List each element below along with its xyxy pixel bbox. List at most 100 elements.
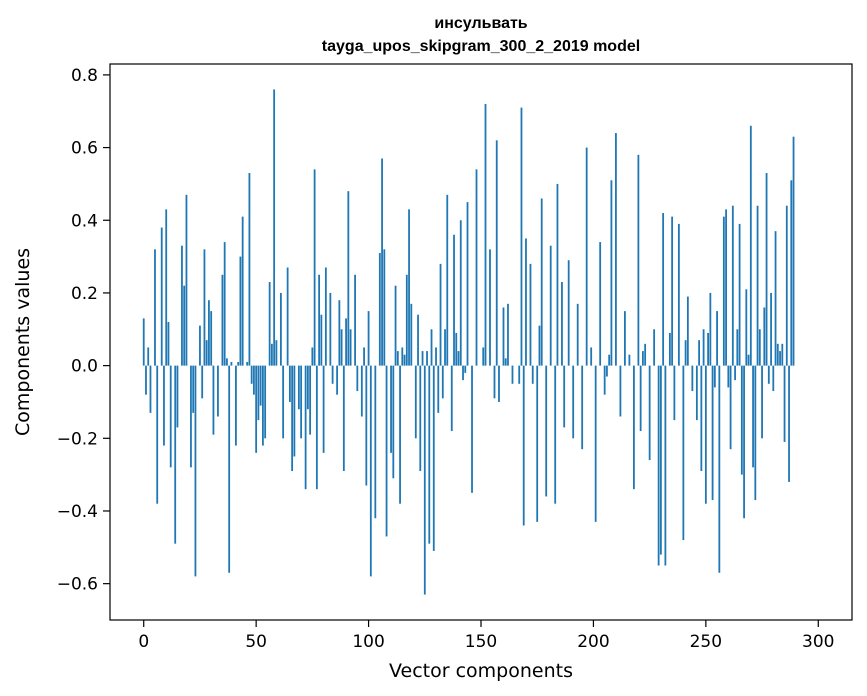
bar-component-148 — [475, 169, 478, 366]
bar-component-99 — [365, 365, 368, 486]
bar-component-167 — [518, 365, 521, 384]
bar-component-81 — [324, 267, 327, 366]
bar-component-87 — [338, 300, 341, 366]
bar-component-177 — [540, 198, 543, 366]
bar-component-162 — [507, 303, 509, 366]
bar-component-279 — [770, 292, 772, 366]
bar-component-50 — [255, 365, 258, 453]
bar-component-273 — [756, 205, 759, 366]
bar-component-230 — [659, 365, 662, 555]
bar-component-276 — [763, 307, 766, 366]
bar-component-261 — [729, 365, 732, 450]
bar-component-281 — [774, 231, 777, 366]
bar-component-154 — [489, 249, 491, 366]
bar-component-254 — [713, 365, 716, 388]
x-axis: 0 50 100 150 200 250 300 — [138, 620, 834, 652]
bar-component-277 — [765, 173, 768, 366]
bar-component-225 — [648, 365, 651, 461]
bar-component-288 — [790, 180, 793, 366]
x-tick-label: 0 — [138, 632, 149, 652]
bar-component-107 — [383, 249, 386, 366]
bar-component-207 — [608, 354, 611, 366]
bar-component-184 — [556, 183, 559, 366]
bar-component-275 — [761, 365, 763, 439]
bar-component-116 — [403, 354, 406, 366]
bar-component-212 — [619, 365, 622, 417]
bar-component-91 — [347, 191, 350, 366]
bar-component-271 — [752, 365, 754, 468]
x-tick-label: 150 — [465, 632, 497, 652]
bar-component-176 — [538, 325, 541, 366]
bar-component-193 — [576, 303, 579, 366]
bar-component-235 — [671, 216, 674, 366]
plot-frame — [109, 63, 853, 621]
bar-component-250 — [704, 365, 707, 504]
bar-component-158 — [498, 365, 500, 402]
bar-component-240 — [682, 365, 685, 541]
bar-component-130 — [435, 347, 437, 366]
bar-component-197 — [585, 147, 588, 366]
bar-component-1 — [145, 365, 147, 395]
bar-component-95 — [356, 365, 359, 392]
bar-component-66 — [291, 365, 294, 472]
bar-component-227 — [653, 329, 656, 366]
bar-component-98 — [363, 347, 365, 366]
bar-component-256 — [718, 365, 721, 573]
bar-component-253 — [711, 365, 714, 501]
bar-component-282 — [776, 343, 779, 366]
bar-component-64 — [286, 267, 289, 366]
bar-component-170 — [525, 238, 527, 366]
y-tick-label: −0.2 — [57, 429, 98, 449]
bar-component-199 — [590, 347, 593, 366]
bar-component-88 — [340, 329, 343, 366]
bar-component-168 — [520, 107, 523, 366]
bar-component-231 — [662, 212, 665, 366]
bar-component-31 — [212, 365, 215, 435]
bar-component-186 — [561, 282, 563, 366]
bar-component-126 — [426, 351, 428, 366]
chart-title: инсульвать — [434, 15, 527, 32]
bar-component-11 — [167, 322, 170, 366]
bar-component-62 — [282, 365, 285, 439]
bar-component-78 — [318, 274, 321, 366]
bar-component-157 — [495, 140, 498, 366]
bar-component-100 — [367, 311, 370, 366]
bar-component-53 — [262, 365, 264, 446]
bar-component-146 — [471, 365, 473, 493]
bar-component-10 — [165, 209, 168, 366]
bar-component-214 — [624, 311, 626, 366]
bar-component-86 — [336, 365, 338, 395]
bar-component-69 — [297, 365, 300, 410]
bar-component-137 — [450, 365, 453, 432]
bar-component-161 — [504, 358, 507, 366]
bar-component-274 — [758, 329, 761, 366]
bar-component-30 — [210, 311, 213, 366]
y-tick-label: 0.8 — [71, 66, 98, 86]
bar-component-258 — [722, 216, 725, 366]
y-tick-label: 0.0 — [71, 357, 98, 377]
bar-component-247 — [698, 340, 700, 366]
bar-component-133 — [441, 365, 444, 399]
bar-component-2 — [147, 347, 150, 366]
bar-component-208 — [610, 180, 613, 366]
bar-component-44 — [241, 216, 244, 366]
bar-component-267 — [743, 365, 745, 519]
bar-component-92 — [349, 329, 352, 366]
bar-component-35 — [221, 274, 224, 366]
bar-component-234 — [668, 332, 671, 366]
bar-component-26 — [201, 365, 204, 399]
bar-component-33 — [217, 365, 219, 417]
bar-component-42 — [237, 361, 240, 366]
bar-component-49 — [253, 365, 255, 395]
bar-component-236 — [673, 365, 676, 421]
bar-component-119 — [410, 303, 413, 366]
bar-component-139 — [455, 332, 458, 366]
bar-component-61 — [279, 292, 282, 366]
bar-component-76 — [313, 169, 316, 366]
bar-component-232 — [664, 365, 667, 566]
bar-component-160 — [502, 307, 505, 366]
bar-component-249 — [702, 329, 705, 366]
y-tick-label: 0.2 — [71, 284, 98, 304]
bar-component-203 — [599, 242, 602, 366]
bar-component-172 — [529, 263, 532, 366]
